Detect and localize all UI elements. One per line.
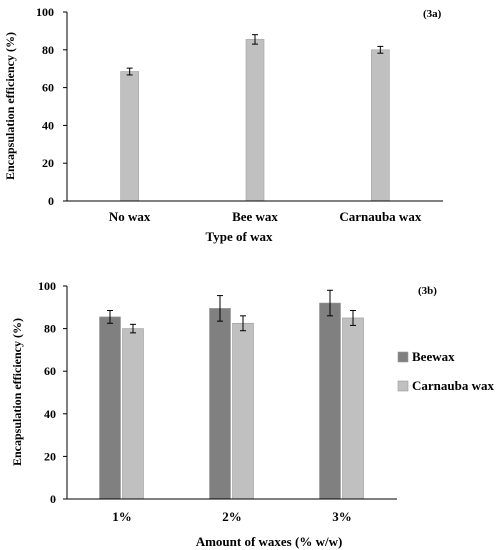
y-axis-title-3a: Encapsulation efficiency (%) [3,32,17,180]
legend-label: Carnauba wax [412,378,494,393]
x-axis-title-3b: Amount of waxes (% w/w) [196,534,343,549]
y-tick-label: 0 [50,492,56,506]
bar [120,71,139,202]
y-tick-label: 60 [44,364,56,378]
y-tick-label: 60 [42,81,54,95]
bar [371,49,390,202]
x-category-label: Bee wax [232,209,278,224]
bar [99,316,121,500]
y-tick-label: 100 [38,279,56,293]
y-tick-label: 20 [42,156,54,170]
bar [342,317,364,500]
x-axis-title-3a: Type of wax [206,229,273,244]
legend-label: Beewax [412,349,455,364]
y-tick-label: 100 [36,5,54,19]
y-tick-label: 80 [42,43,54,57]
legend-swatch [397,380,409,392]
panel-label-3b: (3b) [418,285,437,297]
y-axis-title-3b: Encapsulation efficiency (%) [10,318,24,466]
x-category-label: Carnauba wax [339,209,421,224]
bar [209,308,231,500]
x-category-label: 2% [222,509,242,524]
y-tick-label: 0 [48,194,54,208]
y-tick-label: 80 [44,322,56,336]
chart-3a: (3a) Encapsulation efficiency (%) Type o… [3,5,443,244]
x-category-label: 1% [112,509,132,524]
panel-label-3a: (3a) [423,8,442,20]
bar [245,39,265,202]
legend-swatch [397,351,409,363]
x-category-label: No wax [109,209,151,224]
y-tick-label: 40 [44,407,56,421]
x-category-label: 3% [332,509,352,524]
y-tick-label: 20 [44,449,56,463]
bar [122,328,144,500]
bar [319,302,341,500]
bar [232,322,254,500]
chart-3b: (3b) Encapsulation efficiency (%) Amount… [10,279,494,549]
y-tick-label: 40 [42,118,54,132]
